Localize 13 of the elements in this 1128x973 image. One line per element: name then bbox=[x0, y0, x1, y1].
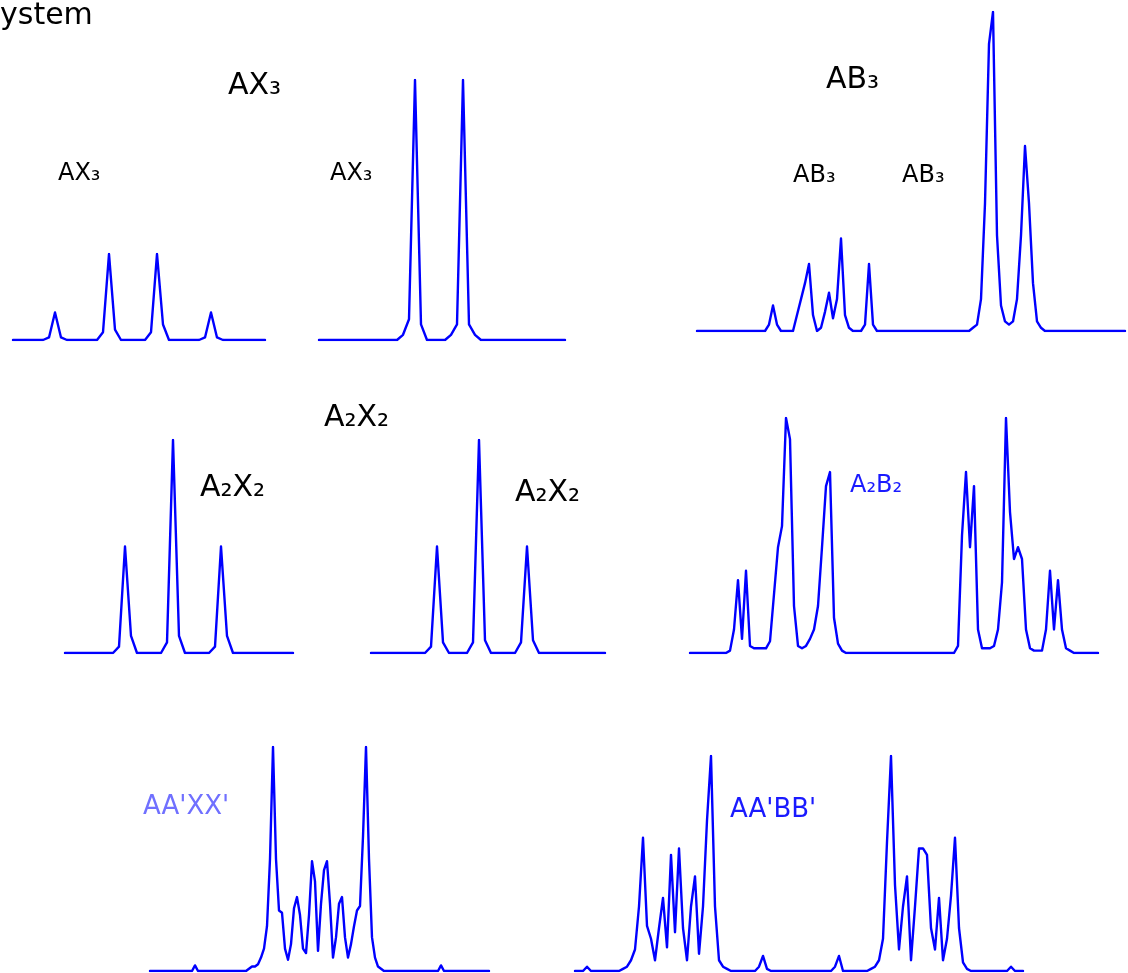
annotation: A₂B₂ bbox=[850, 470, 903, 498]
annotation: AB₃ bbox=[793, 160, 836, 188]
text: AB₃ bbox=[826, 59, 880, 95]
text: ystem bbox=[0, 0, 93, 31]
annotation: AX₃ bbox=[330, 158, 373, 186]
annotation: AA'XX' bbox=[143, 790, 230, 820]
annotation: A₂X₂ bbox=[200, 467, 266, 503]
annotation: AA'BB' bbox=[730, 793, 817, 823]
text: AX₃ bbox=[58, 158, 101, 186]
chart-title: AX₃ bbox=[228, 65, 282, 101]
annotation: AB₃ bbox=[902, 160, 945, 188]
chart-title: A₂X₂ bbox=[324, 397, 390, 433]
annotation: A₂X₂ bbox=[515, 472, 581, 508]
